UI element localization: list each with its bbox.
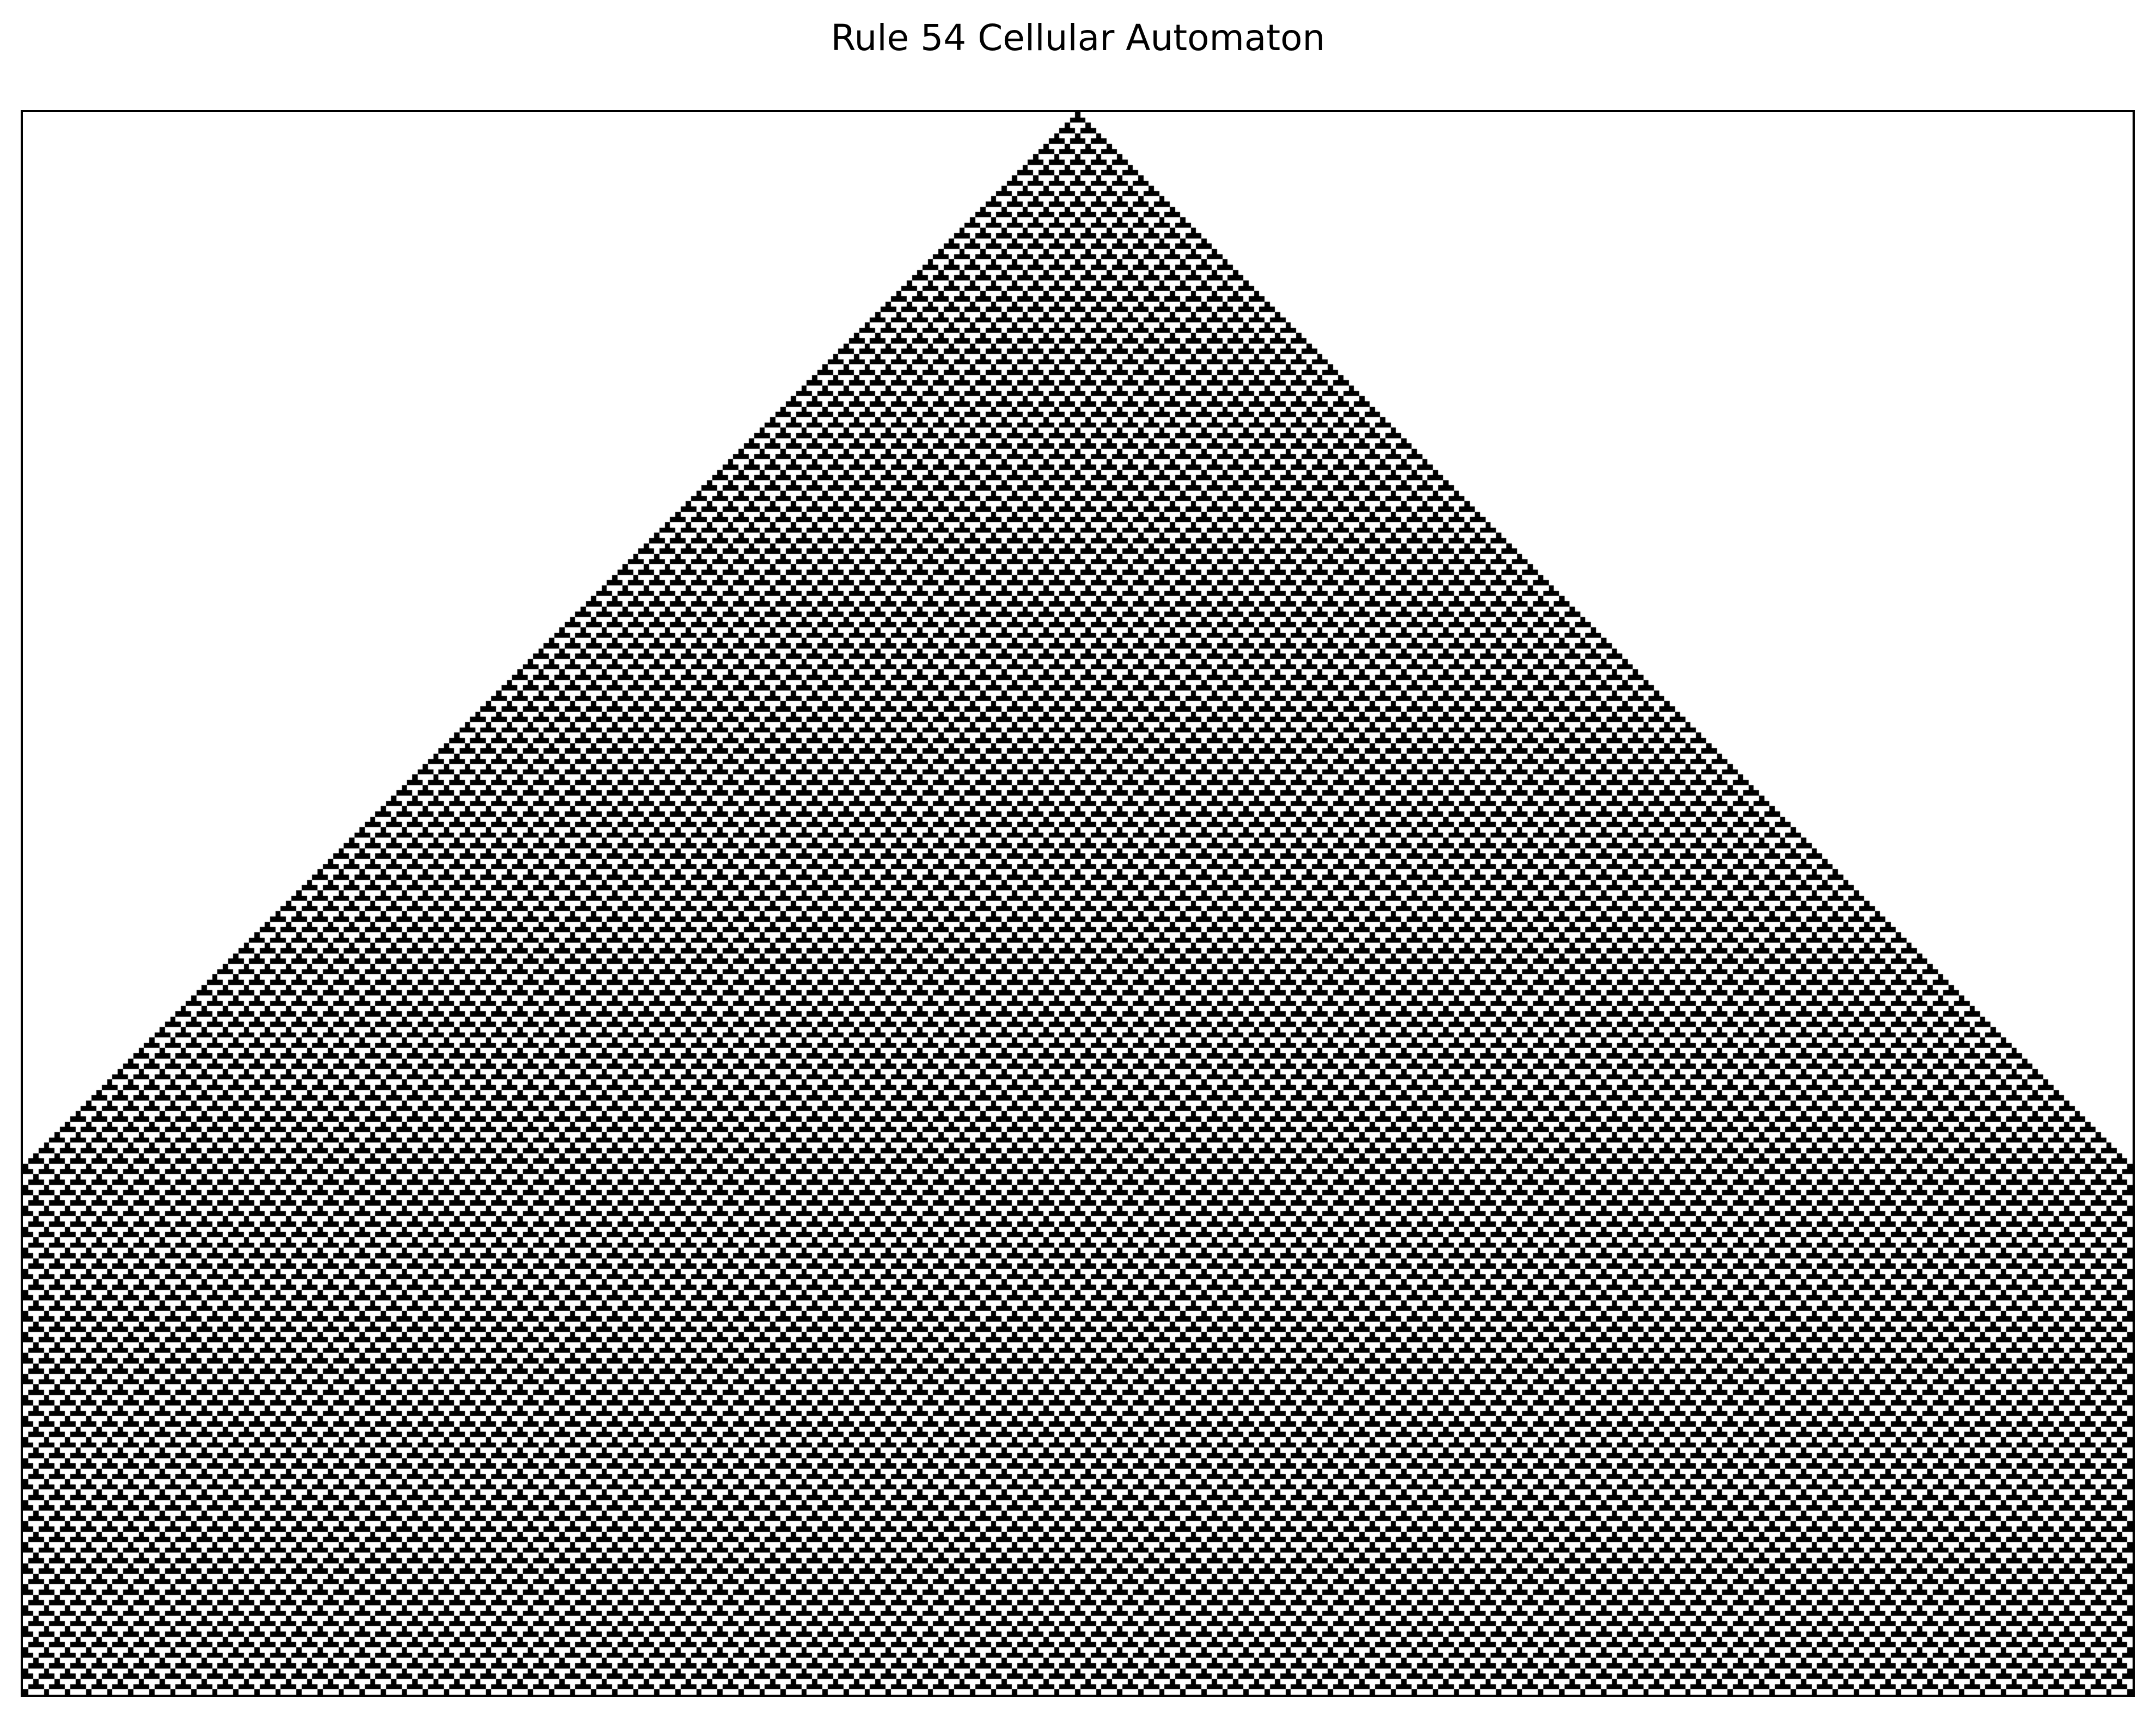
automaton-plot-area [21,110,2135,1697]
cellular-automaton-grid [23,112,2133,1695]
figure-title: Rule 54 Cellular Automaton [830,17,1326,59]
